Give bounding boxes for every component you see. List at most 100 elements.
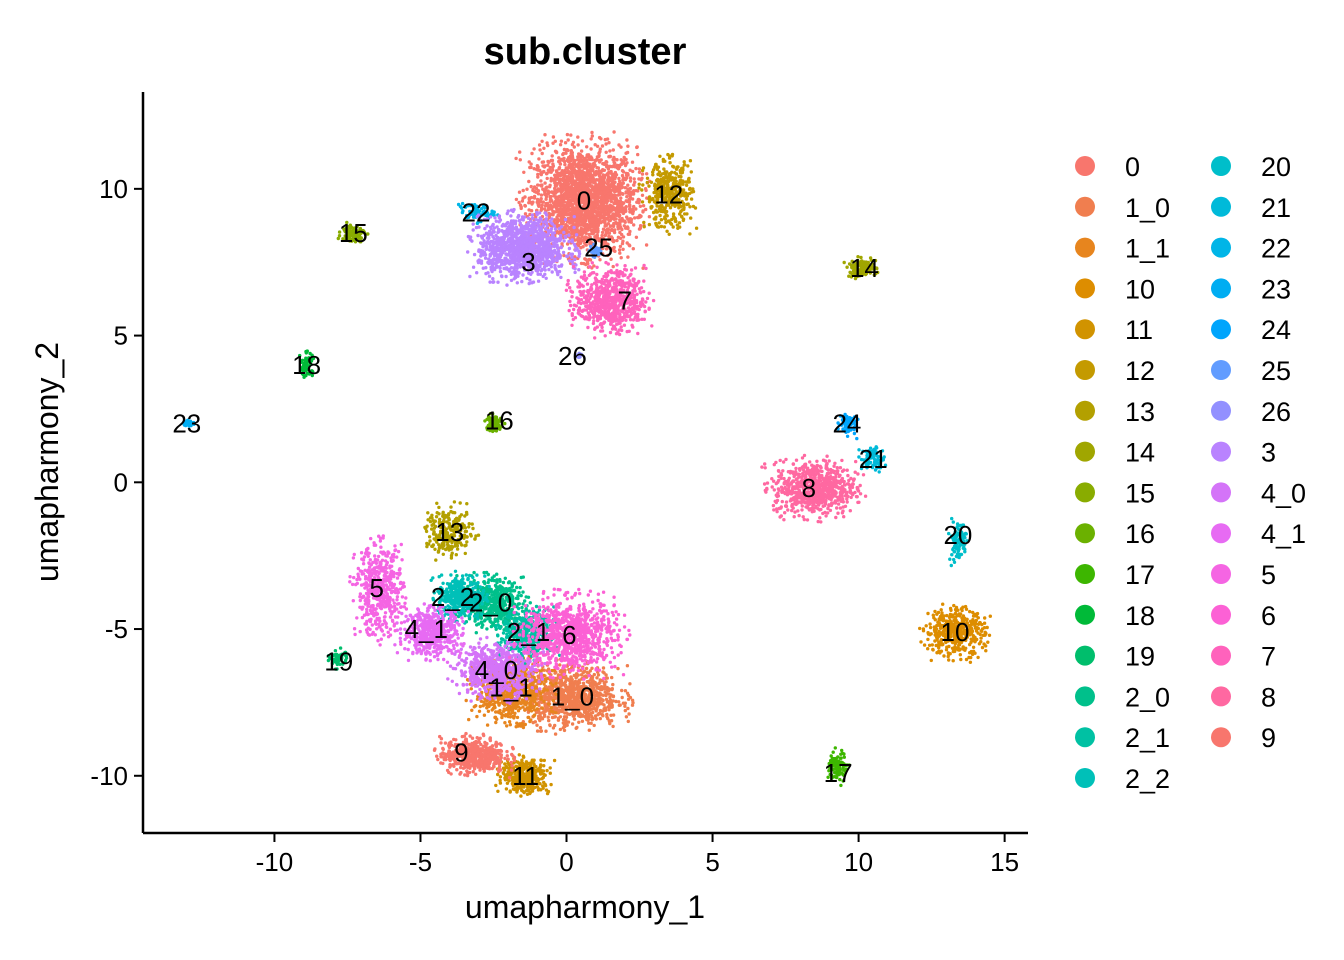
point bbox=[569, 199, 573, 204]
point bbox=[486, 709, 491, 713]
point bbox=[579, 160, 583, 164]
point bbox=[596, 673, 601, 677]
point bbox=[980, 645, 985, 650]
point bbox=[576, 174, 580, 178]
point bbox=[517, 190, 522, 194]
point bbox=[984, 631, 988, 636]
point bbox=[671, 214, 676, 219]
point bbox=[566, 174, 570, 179]
point bbox=[968, 609, 972, 614]
point bbox=[944, 648, 949, 652]
point bbox=[615, 238, 619, 243]
point bbox=[618, 236, 623, 240]
point bbox=[570, 210, 575, 215]
point bbox=[521, 188, 525, 193]
point bbox=[659, 218, 664, 222]
point bbox=[546, 715, 550, 719]
point bbox=[602, 218, 607, 223]
point bbox=[566, 190, 570, 194]
point bbox=[561, 222, 565, 226]
point bbox=[599, 176, 603, 180]
point bbox=[636, 215, 641, 220]
point bbox=[599, 208, 603, 213]
point bbox=[567, 212, 571, 216]
point bbox=[598, 149, 602, 154]
point bbox=[567, 155, 571, 160]
point bbox=[580, 169, 584, 173]
point bbox=[472, 705, 476, 709]
point bbox=[976, 631, 980, 635]
point bbox=[599, 215, 603, 219]
point bbox=[683, 163, 687, 167]
point bbox=[640, 176, 644, 180]
point bbox=[594, 717, 598, 721]
point bbox=[538, 711, 543, 715]
point bbox=[645, 180, 649, 185]
point bbox=[658, 213, 662, 218]
point bbox=[572, 717, 577, 721]
point bbox=[543, 190, 547, 194]
point bbox=[565, 132, 570, 137]
point bbox=[559, 193, 564, 198]
point bbox=[596, 693, 601, 697]
point bbox=[532, 714, 536, 718]
point bbox=[553, 180, 557, 184]
point bbox=[612, 223, 616, 227]
point bbox=[618, 225, 622, 229]
point bbox=[684, 197, 689, 201]
point bbox=[570, 154, 574, 158]
point bbox=[629, 217, 633, 221]
point bbox=[536, 175, 540, 179]
point bbox=[521, 725, 526, 730]
point bbox=[591, 173, 595, 177]
point bbox=[510, 707, 514, 711]
point bbox=[642, 225, 646, 229]
point bbox=[611, 724, 615, 729]
point bbox=[628, 186, 633, 191]
point bbox=[588, 712, 592, 716]
point bbox=[543, 164, 547, 168]
point bbox=[928, 633, 932, 637]
point bbox=[563, 162, 567, 167]
point bbox=[684, 183, 689, 187]
point bbox=[593, 226, 597, 230]
point bbox=[947, 658, 951, 662]
point bbox=[539, 197, 543, 201]
point bbox=[576, 143, 580, 147]
point bbox=[523, 212, 528, 216]
point bbox=[554, 184, 558, 188]
point bbox=[688, 205, 692, 209]
point bbox=[612, 197, 616, 201]
point bbox=[566, 208, 570, 212]
point bbox=[619, 256, 623, 260]
point bbox=[625, 664, 630, 668]
point bbox=[931, 613, 935, 617]
point bbox=[606, 716, 610, 721]
point bbox=[503, 776, 507, 780]
point bbox=[596, 178, 600, 182]
point bbox=[650, 205, 654, 209]
point bbox=[551, 209, 555, 214]
point bbox=[607, 692, 611, 696]
point bbox=[931, 647, 935, 652]
point bbox=[498, 708, 502, 713]
point bbox=[542, 764, 546, 768]
point bbox=[482, 713, 487, 717]
point bbox=[629, 208, 633, 212]
point bbox=[596, 193, 600, 197]
point bbox=[556, 718, 561, 722]
point bbox=[561, 726, 565, 730]
point bbox=[603, 204, 607, 209]
point bbox=[604, 185, 608, 189]
point bbox=[602, 213, 606, 218]
point bbox=[948, 606, 953, 611]
point bbox=[532, 697, 536, 701]
point bbox=[934, 634, 938, 638]
point bbox=[662, 167, 666, 171]
point bbox=[625, 225, 630, 229]
point bbox=[651, 173, 655, 177]
point bbox=[559, 139, 564, 143]
point bbox=[543, 181, 547, 185]
point bbox=[516, 709, 521, 713]
point bbox=[549, 205, 553, 209]
